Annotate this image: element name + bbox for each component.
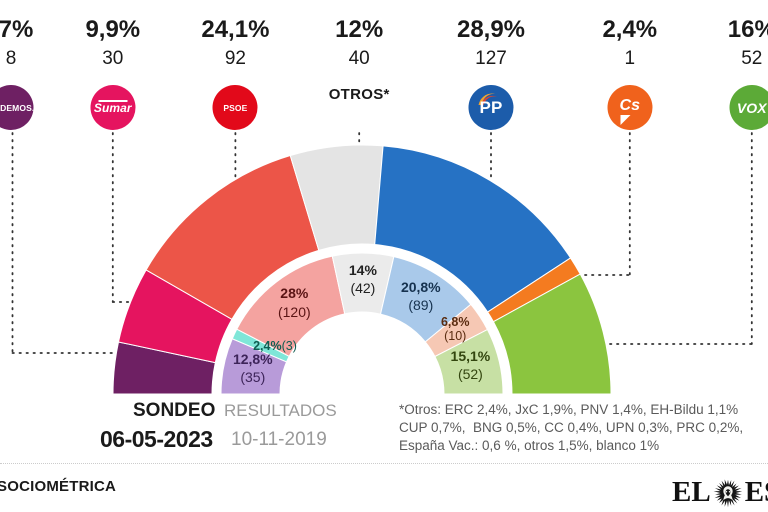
svg-text:(89): (89) [408,297,433,313]
svg-text:2,4%(3): 2,4%(3) [253,339,297,353]
svg-text:(42): (42) [350,280,375,296]
svg-text:20,8%: 20,8% [401,279,441,295]
svg-text:(35): (35) [240,369,265,385]
svg-text:15,1%: 15,1% [451,348,491,364]
svg-text:6,8%: 6,8% [441,315,470,329]
svg-text:12,8%: 12,8% [233,351,273,367]
svg-text:(120): (120) [278,304,311,320]
svg-text:(52): (52) [458,366,483,382]
svg-text:28%: 28% [280,285,309,301]
svg-text:14%: 14% [349,262,378,278]
svg-text:(10): (10) [444,329,466,343]
